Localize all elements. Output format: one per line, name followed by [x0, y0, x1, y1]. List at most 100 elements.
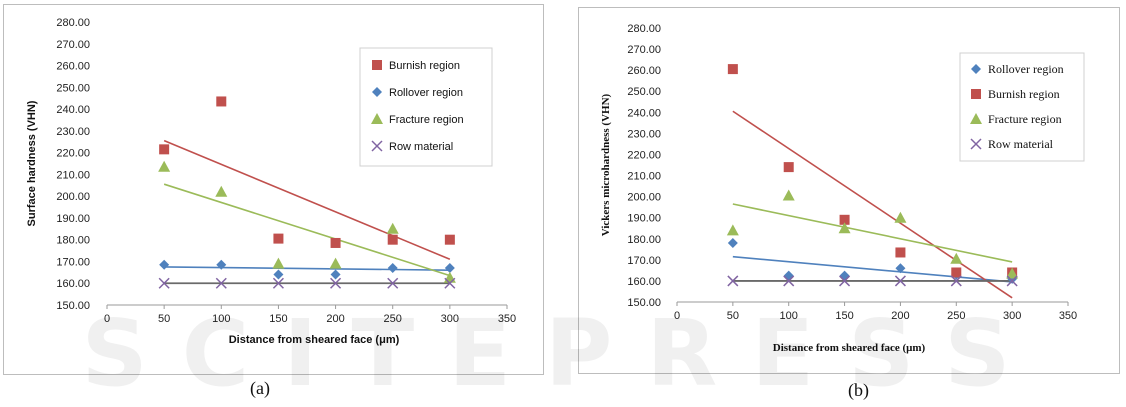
data-point [895, 263, 906, 274]
data-point [783, 270, 794, 281]
data-point [444, 262, 455, 273]
y-axis-title: Vickers microhardness (VHN) [600, 93, 612, 236]
cross-stroke [839, 275, 851, 287]
y-tick-label: 190.00 [56, 213, 90, 225]
cross-stroke [158, 277, 170, 289]
cross-stroke [387, 277, 399, 289]
data-point [1006, 267, 1019, 279]
x-tick-label: 50 [158, 313, 170, 325]
y-tick-label: 190.00 [627, 213, 661, 225]
trendline-rollover-region [164, 266, 450, 271]
legend-marker [371, 113, 383, 124]
y-tick-label: 260.00 [627, 65, 661, 77]
data-point [387, 277, 399, 289]
data-point [444, 277, 456, 289]
cross-stroke [330, 277, 342, 289]
cross-stroke [215, 277, 227, 289]
cross-stroke [894, 275, 906, 287]
legend-label: Fracture region [389, 114, 464, 126]
data-point [951, 267, 962, 278]
data-point [894, 211, 907, 223]
y-tick-label: 180.00 [56, 235, 90, 247]
legend-marker [971, 64, 981, 74]
cross-stroke [1006, 275, 1018, 287]
x-tick-label: 350 [498, 313, 516, 325]
legend-box [959, 52, 1085, 162]
y-tick-label: 230.00 [56, 126, 90, 138]
data-point [726, 224, 739, 236]
y-tick-label: 200.00 [56, 191, 90, 203]
data-point [159, 259, 170, 270]
y-tick-label: 220.00 [56, 148, 90, 160]
data-point [330, 237, 341, 248]
legend-label: Rollover region [988, 62, 1064, 76]
x-tick-label: 0 [674, 310, 680, 322]
cross-stroke [727, 275, 739, 287]
data-point [387, 234, 398, 245]
data-point [216, 96, 227, 107]
x-axis-title: Distance from sheared face (μm) [229, 334, 400, 346]
y-tick-label: 170.00 [56, 256, 90, 268]
data-point [839, 214, 850, 225]
data-point [386, 222, 399, 234]
data-point [330, 277, 342, 289]
legend-marker [371, 140, 383, 152]
cross-stroke [272, 277, 284, 289]
x-tick-label: 250 [384, 313, 402, 325]
data-point [272, 257, 285, 269]
series-fracture-region [158, 160, 456, 283]
legend-marker [970, 113, 982, 124]
cross-stroke [371, 140, 383, 152]
trendline-fracture-region [163, 183, 451, 277]
y-tick-label: 200.00 [627, 192, 661, 204]
x-tick-label: 250 [947, 310, 965, 322]
data-point [1006, 275, 1018, 287]
data-point [158, 277, 170, 289]
data-point [839, 270, 850, 281]
y-tick-label: 160.00 [627, 276, 661, 288]
data-point [727, 64, 738, 75]
data-point [895, 247, 906, 258]
cross-stroke [783, 275, 795, 287]
data-point [159, 144, 170, 155]
y-tick-label: 220.00 [627, 149, 661, 161]
data-point [329, 257, 342, 269]
x-tick-label: 200 [891, 310, 909, 322]
legend-label: Row material [988, 137, 1054, 151]
data-point [330, 269, 341, 280]
caption-b: (b) [848, 380, 869, 400]
x-tick-label: 150 [835, 310, 853, 322]
data-point [273, 269, 284, 280]
series-burnish-region [159, 96, 455, 248]
y-tick-label: 170.00 [627, 255, 661, 267]
y-tick-label: 210.00 [627, 171, 661, 183]
x-tick-label: 100 [212, 313, 230, 325]
y-tick-label: 210.00 [56, 169, 90, 181]
x-axis-title: Distance from sheared face (μm) [773, 342, 926, 354]
legend-label: Row material [389, 141, 453, 153]
series-row-material [158, 277, 456, 289]
legend-label: Rollover region [389, 87, 463, 99]
legend-label: Burnish region [988, 87, 1060, 101]
y-tick-label: 250.00 [627, 86, 661, 98]
y-axis-title: Surface hardness (VHN) [26, 100, 38, 226]
legend-marker [372, 60, 382, 70]
y-tick-label: 160.00 [56, 278, 90, 290]
x-tick-label: 200 [326, 313, 344, 325]
y-tick-label: 270.00 [627, 44, 661, 56]
data-point [838, 222, 851, 234]
data-point [158, 160, 171, 172]
legend-marker [372, 87, 382, 97]
series-row-material [727, 275, 1018, 287]
chart-panel-a: 150.00 160.00 170.00 180.00 190.00 200.00 210.… [3, 4, 544, 375]
data-point [272, 277, 284, 289]
data-point [783, 162, 794, 173]
trendline-fracture-region [732, 203, 1013, 263]
x-tick-label: 100 [780, 310, 798, 322]
data-point [783, 275, 795, 287]
x-tick-label: 300 [441, 313, 459, 325]
y-tick-label: 150.00 [627, 297, 661, 309]
legend-marker [970, 138, 982, 150]
y-tick-label: 150.00 [56, 300, 90, 312]
legend-marker [971, 89, 981, 99]
